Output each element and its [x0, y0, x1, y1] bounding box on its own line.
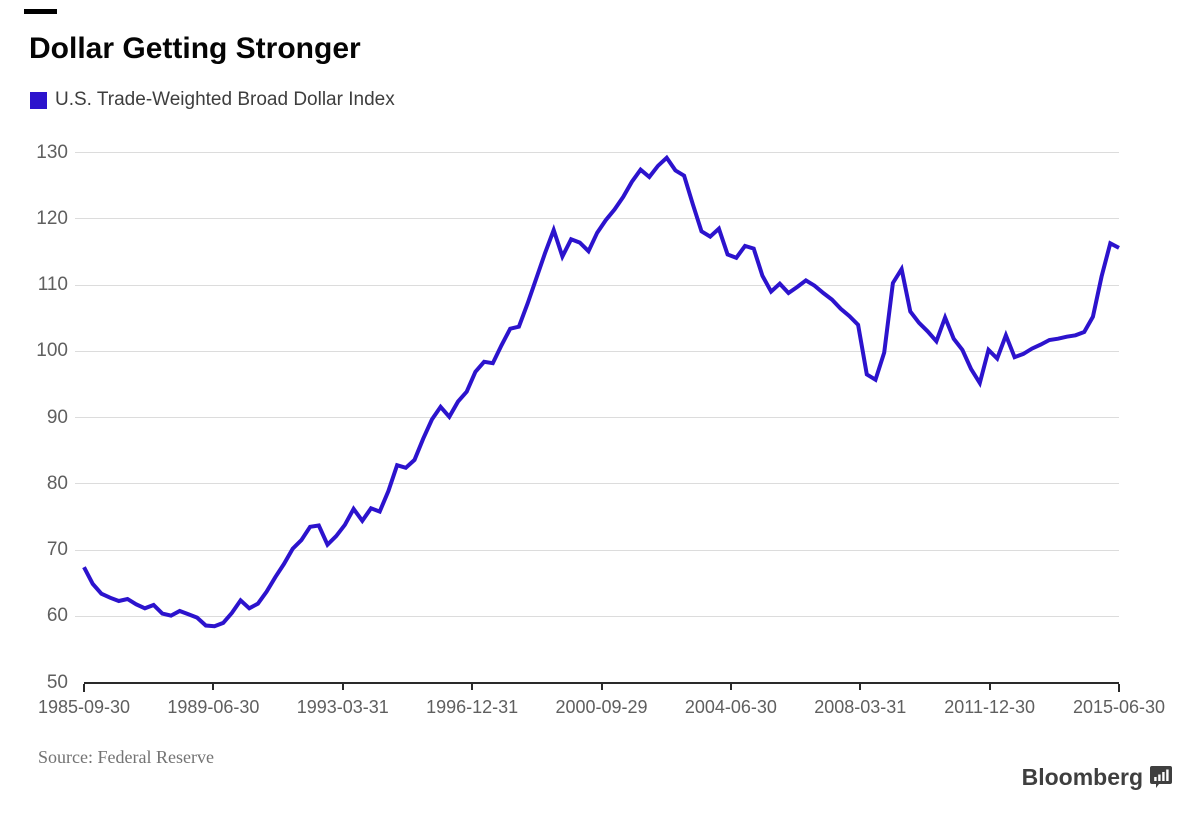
- y-axis-tick-label: 130: [36, 141, 68, 163]
- x-axis-tick-label: 2015-06-30: [1072, 697, 1166, 717]
- gridline: [75, 284, 1119, 286]
- bloomberg-chart-icon: [1150, 765, 1172, 788]
- x-axis-tick-label: 1985-09-30: [37, 697, 131, 717]
- x-axis-tick: [212, 683, 215, 690]
- y-axis-tick-label: 90: [46, 406, 68, 428]
- legend: U.S. Trade-Weighted Broad Dollar Index: [30, 89, 395, 110]
- x-axis-tick: [988, 683, 991, 690]
- gridline: [75, 350, 1119, 352]
- gridline: [75, 483, 1119, 485]
- y-axis-tick-label: 60: [46, 605, 68, 627]
- gridline: [75, 218, 1119, 220]
- y-axis-tick-label: 110: [37, 274, 68, 295]
- x-axis-tick: [859, 683, 862, 690]
- y-axis-tick-label: 80: [46, 472, 68, 494]
- x-axis-tick-label: 2008-03-31: [814, 697, 907, 717]
- x-axis-tick: [600, 683, 603, 690]
- gridline: [75, 152, 1119, 153]
- x-axis-tick: [83, 683, 85, 692]
- source-note: Source: Federal Reserve: [38, 747, 214, 767]
- x-axis-tick: [341, 683, 344, 690]
- dollar-index-line: [82, 154, 1120, 629]
- x-axis-tick: [1118, 683, 1120, 692]
- gridline: [75, 549, 1119, 551]
- bloomberg-top-dash: [24, 9, 57, 14]
- legend-label: U.S. Trade-Weighted Broad Dollar Index: [55, 89, 395, 110]
- chart-title: Dollar Getting Stronger: [29, 32, 361, 65]
- bloomberg-logo: Bloomberg: [1022, 764, 1172, 791]
- y-axis-tick-label: 120: [36, 207, 68, 229]
- x-axis-tick-label: 1989-06-30: [167, 697, 260, 717]
- y-axis-tick-label: 50: [46, 671, 68, 693]
- x-axis-line: [84, 681, 1119, 684]
- gridline: [75, 417, 1119, 418]
- x-axis-tick-label: 1996-12-31: [426, 697, 519, 717]
- x-axis-tick-label: 2000-09-29: [555, 697, 648, 717]
- gridline: [75, 615, 1119, 617]
- x-axis-tick: [471, 683, 474, 690]
- x-axis-tick-label: 2004-06-30: [684, 697, 777, 717]
- bloomberg-wordmark: Bloomberg: [1021, 764, 1143, 790]
- x-axis-tick: [729, 683, 732, 690]
- y-axis-tick-label: 100: [36, 340, 68, 362]
- x-axis-tick-label: 2011-12-30: [944, 697, 1035, 717]
- y-axis-tick-label: 70: [46, 539, 68, 560]
- x-axis-tick-label: 1993-03-31: [296, 697, 389, 717]
- legend-swatch-icon: [30, 91, 47, 109]
